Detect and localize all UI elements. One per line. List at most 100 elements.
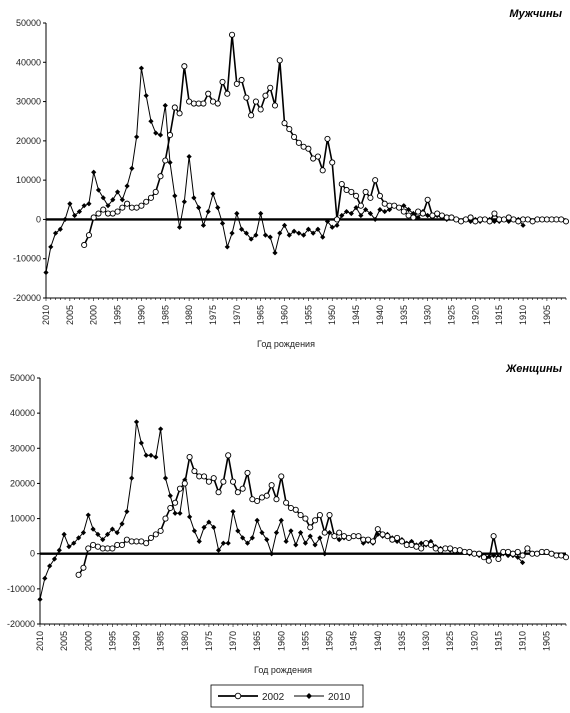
x-tick-label: 1905 <box>542 631 552 651</box>
data-point <box>395 204 403 211</box>
data-point <box>377 207 383 213</box>
data-point <box>211 524 217 530</box>
legend-swatch-2002-marker <box>234 692 242 700</box>
data-point <box>295 139 302 146</box>
data-point <box>76 208 82 215</box>
data-point <box>95 531 101 537</box>
data-point <box>143 540 150 547</box>
data-point <box>238 226 245 232</box>
data-point <box>562 218 570 225</box>
data-point <box>297 512 304 519</box>
data-point <box>243 94 250 101</box>
legend-swatch-2010-marker <box>306 693 312 699</box>
data-point <box>42 575 48 581</box>
data-point <box>105 203 111 209</box>
y-tick-label: 50000 <box>16 18 41 28</box>
data-point <box>506 218 512 224</box>
data-point <box>291 228 297 234</box>
data-point <box>129 475 135 481</box>
x-tick-label: 1980 <box>184 305 194 325</box>
data-point <box>220 478 227 485</box>
data-point <box>62 216 68 223</box>
x-tick-label: 1995 <box>107 631 117 651</box>
data-point <box>210 475 217 482</box>
data-point <box>486 218 493 225</box>
data-point <box>357 202 364 209</box>
data-point <box>200 222 207 228</box>
data-point <box>315 226 321 232</box>
data-point <box>302 515 309 522</box>
data-point <box>505 552 511 559</box>
data-point <box>86 201 92 207</box>
data-point <box>244 540 251 546</box>
data-point <box>382 208 388 215</box>
data-point <box>80 530 87 536</box>
x-tick-label: 1985 <box>160 305 170 325</box>
data-point <box>114 208 121 215</box>
data-point <box>48 244 54 250</box>
data-point <box>177 510 183 516</box>
x-tick-label: 1915 <box>494 305 504 325</box>
data-point <box>283 499 290 506</box>
data-point <box>292 506 299 513</box>
x-tick-label: 1940 <box>375 305 385 325</box>
data-point <box>320 234 326 240</box>
data-point <box>233 80 240 87</box>
data-point <box>186 153 192 160</box>
data-point <box>206 519 212 525</box>
data-point <box>519 552 526 559</box>
data-point <box>248 112 255 119</box>
x-tick-label: 2000 <box>83 631 93 651</box>
data-point <box>171 104 178 111</box>
data-point <box>109 545 116 552</box>
data-point <box>148 118 154 124</box>
data-point <box>214 100 221 107</box>
data-point <box>353 192 360 199</box>
data-point <box>72 212 78 219</box>
data-point <box>339 212 345 219</box>
data-point <box>257 106 264 113</box>
data-point <box>71 540 77 546</box>
series-2010 <box>37 419 526 602</box>
data-point <box>124 200 131 207</box>
y-tick-label: -20000 <box>7 619 35 629</box>
data-point <box>104 531 111 537</box>
data-point <box>37 596 43 602</box>
data-point <box>283 538 289 545</box>
y-tick-label: -10000 <box>7 584 35 594</box>
data-point <box>67 201 73 207</box>
data-point <box>119 521 125 527</box>
data-point <box>419 210 426 217</box>
data-point <box>224 244 230 250</box>
y-tick-label: 20000 <box>16 136 41 146</box>
data-point <box>291 133 298 140</box>
data-point <box>138 202 145 209</box>
x-tick-label: 1930 <box>421 631 431 651</box>
data-point <box>176 485 183 492</box>
data-point <box>220 540 226 546</box>
data-point <box>90 214 97 221</box>
data-point <box>153 454 159 460</box>
data-point <box>268 482 275 489</box>
data-point <box>524 545 531 552</box>
data-point <box>480 554 488 561</box>
chart-title: Мужчины <box>509 8 562 20</box>
data-point <box>162 157 169 164</box>
data-point <box>307 524 314 531</box>
x-tick-label: 2005 <box>65 305 75 325</box>
data-point <box>249 535 255 541</box>
data-point <box>95 210 102 217</box>
data-point <box>76 535 82 541</box>
legend-label-2002: 2002 <box>262 692 285 703</box>
data-point <box>186 454 193 461</box>
data-point <box>259 530 265 536</box>
data-point <box>358 212 364 219</box>
data-point <box>372 177 379 184</box>
series-2010 <box>43 65 526 276</box>
data-point <box>219 220 226 226</box>
data-point <box>147 194 155 201</box>
data-point <box>307 533 313 539</box>
data-point <box>254 517 260 523</box>
legend: 2002 2010 <box>210 684 364 708</box>
data-point <box>133 419 140 425</box>
